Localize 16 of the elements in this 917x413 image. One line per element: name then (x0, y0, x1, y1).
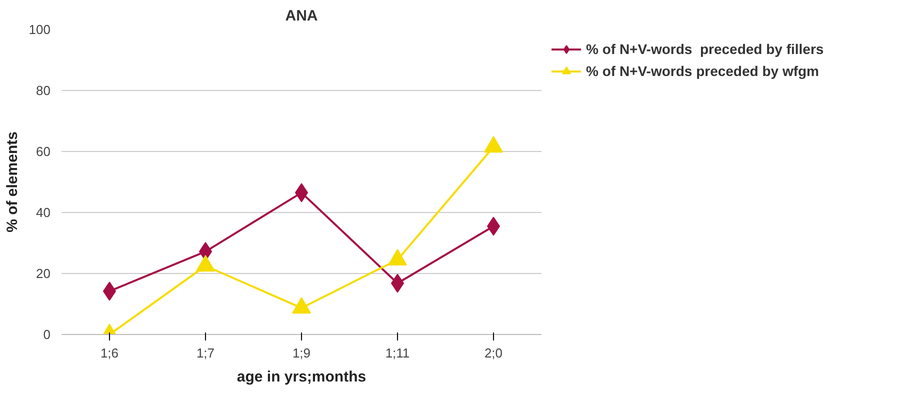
y-tick-label: 100 (28, 22, 51, 37)
y-tick-label: 40 (36, 205, 51, 220)
x-tick-label: 1;9 (292, 346, 311, 360)
x-tick-label: 1;7 (196, 346, 215, 360)
chart-title: ANA (285, 8, 318, 24)
y-tick-label: 0 (43, 327, 51, 342)
legend-label: % of N+V-words preceded by fillers (586, 41, 824, 57)
y-axis-title: % of elements (4, 132, 21, 232)
y-tick-label: 20 (36, 266, 51, 281)
y-tick-label: 80 (36, 83, 51, 98)
x-axis-title: age in yrs;months (236, 368, 366, 386)
x-tick-label: 2;0 (484, 346, 503, 360)
x-tick-label: 1;11 (385, 346, 410, 360)
x-tick-label: 1;6 (100, 346, 119, 360)
legend-label: % of N+V-words preceded by wfgm (586, 63, 819, 79)
y-tick-label: 60 (36, 144, 51, 159)
